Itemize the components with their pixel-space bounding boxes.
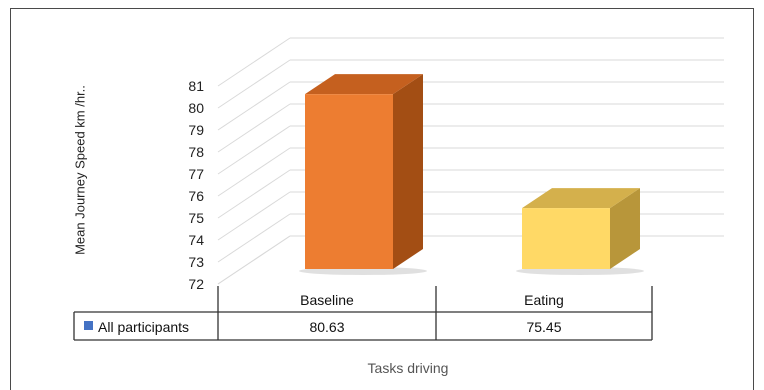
- gridline-side: [218, 38, 290, 86]
- y-tick-label: 81: [188, 78, 204, 94]
- bar-side: [393, 74, 423, 269]
- y-tick-label: 75: [188, 210, 204, 226]
- y-tick-label: 79: [188, 122, 204, 138]
- gridline-side: [218, 170, 290, 218]
- table-value: 80.63: [309, 319, 344, 335]
- bar-eating: [522, 208, 610, 269]
- table-category-label: Baseline: [300, 292, 354, 308]
- gridline-side: [218, 60, 290, 108]
- gridline-side: [218, 126, 290, 174]
- floor-edge: [218, 236, 290, 284]
- y-tick-label: 74: [188, 232, 204, 248]
- gridline-side: [218, 148, 290, 196]
- y-tick-label: 80: [188, 100, 204, 116]
- legend-marker: [84, 321, 93, 330]
- gridline-side: [218, 104, 290, 152]
- y-tick-label: 78: [188, 144, 204, 160]
- table-category-label: Eating: [524, 292, 564, 308]
- gridline-side: [218, 214, 290, 262]
- legend-series-name: All participants: [98, 319, 189, 335]
- y-tick-label: 77: [188, 166, 204, 182]
- x-axis-label: Tasks driving: [368, 360, 449, 376]
- gridline-side: [218, 82, 290, 130]
- y-axis-label: Mean Journey Speed km /hr..: [73, 85, 88, 255]
- bar-baseline: [305, 94, 393, 269]
- y-tick-label: 73: [188, 254, 204, 270]
- gridline-side: [218, 192, 290, 240]
- y-tick-label: 72: [188, 276, 204, 292]
- y-tick-label: 76: [188, 188, 204, 204]
- table-value: 75.45: [526, 319, 561, 335]
